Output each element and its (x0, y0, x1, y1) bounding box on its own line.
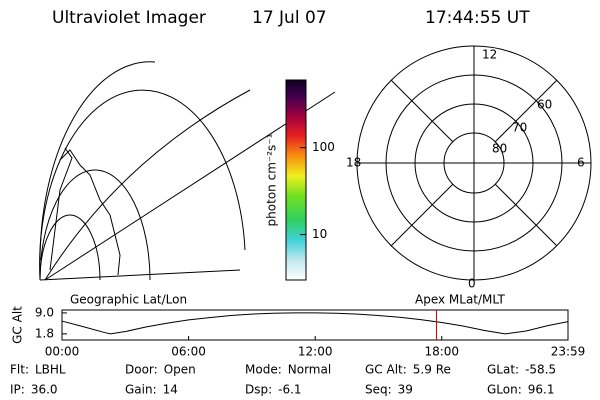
alt-plot: 1.8 9.0 00:00 06:00 12:00 18:00 23:59 (35, 305, 585, 358)
geographic-map (39, 61, 336, 281)
field-label: IP: (10, 383, 25, 397)
x-tick-label: 00:00 (45, 345, 80, 359)
colorbar-tick-label: 100 (312, 140, 335, 154)
title: Ultraviolet Imager (52, 8, 206, 28)
plot-frame (61, 309, 569, 341)
lat-label: 60 (537, 98, 552, 112)
field-value: -58.5 (525, 363, 556, 377)
field-label: GC Alt: (365, 363, 407, 377)
colorbar-ticks: 10 100 (300, 140, 335, 241)
field-value: 39 (398, 383, 413, 397)
time: 17:44:55 UT (425, 8, 530, 28)
field-label: Gain: (125, 383, 157, 397)
y-tick-label: 9.0 (35, 305, 54, 319)
lat-label: 80 (492, 142, 507, 156)
field-value: 5.9 Re (413, 363, 451, 377)
y-axis-label: GC Alt (11, 306, 25, 344)
footer: Flt: LBHL IP: 36.0 Door: Open Gain: 14 Mode: Norm… (10, 363, 556, 397)
x-tick-label: 12:00 (298, 345, 333, 359)
x-tick-label: 23:59 (551, 345, 586, 359)
date: 17 Jul 07 (252, 8, 327, 28)
field-label: Seq: (365, 383, 392, 397)
mlt-label: 0 (468, 277, 476, 291)
lat-label: 70 (512, 121, 527, 135)
y-tick-label: 1.8 (35, 326, 54, 340)
field-value: 36.0 (31, 383, 58, 397)
colorbar-label: photon cm⁻²s⁻¹ (265, 133, 279, 226)
mlt-label: 6 (577, 156, 585, 170)
mlt-label: 18 (346, 156, 361, 170)
panel-label: Apex MLat/MLT (415, 293, 505, 307)
field-value: Open (164, 363, 196, 377)
colorbar (285, 79, 307, 281)
panel-label: Geographic Lat/Lon (70, 293, 187, 307)
field-value: 14 (163, 383, 178, 397)
field-label: Mode: (245, 363, 282, 377)
colorbar-tick-label: 10 (312, 227, 327, 241)
field-label: Door: (125, 363, 158, 377)
field-value: -6.1 (278, 383, 301, 397)
field-label: Flt: (10, 363, 29, 377)
field-label: GLon: (487, 383, 522, 397)
field-label: GLat: (487, 363, 519, 377)
field-value: Normal (288, 363, 331, 377)
polar-grid (356, 45, 592, 281)
x-tick-label: 06:00 (171, 345, 206, 359)
field-label: Dsp: (245, 383, 272, 397)
alt-line (61, 312, 569, 335)
x-tick-label: 18:00 (424, 345, 459, 359)
field-value: 96.1 (528, 383, 555, 397)
field-value: LBHL (35, 363, 66, 377)
mlt-label: 12 (482, 48, 497, 62)
